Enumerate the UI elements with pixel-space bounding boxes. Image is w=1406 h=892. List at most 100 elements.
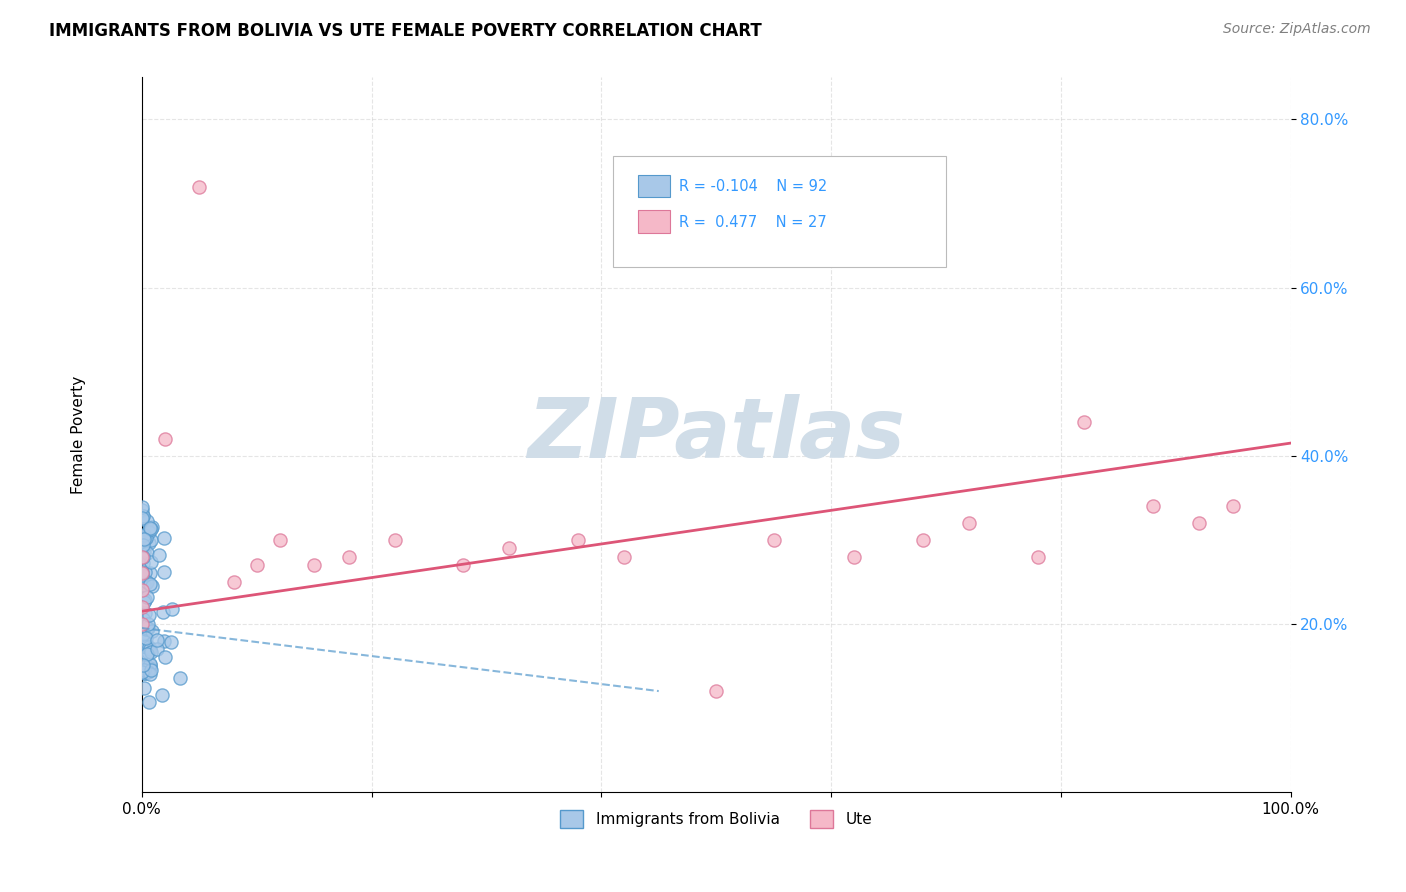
- Point: [1188, 516, 1211, 530]
- Point: [1222, 499, 1244, 513]
- Point: [1073, 415, 1095, 429]
- Point: [145, 632, 167, 647]
- Point: [146, 642, 169, 657]
- Point: [132, 664, 155, 678]
- Point: [141, 556, 163, 570]
- Point: [1026, 549, 1049, 564]
- Point: [169, 671, 191, 685]
- Legend: Immigrants from Bolivia, Ute: Immigrants from Bolivia, Ute: [554, 804, 879, 834]
- Point: [138, 525, 160, 540]
- Point: [498, 541, 520, 556]
- Point: [132, 527, 155, 541]
- Point: [141, 579, 163, 593]
- Point: [138, 523, 160, 537]
- Point: [136, 621, 159, 635]
- Point: [134, 532, 156, 546]
- Point: [138, 695, 160, 709]
- Text: Source: ZipAtlas.com: Source: ZipAtlas.com: [1223, 22, 1371, 37]
- Point: [132, 681, 155, 695]
- Point: [132, 611, 155, 625]
- Point: [139, 576, 162, 591]
- Point: [762, 533, 785, 547]
- Point: [138, 621, 160, 635]
- Point: [153, 565, 176, 579]
- Point: [132, 545, 155, 559]
- Point: [139, 661, 162, 675]
- Point: [135, 647, 157, 661]
- Point: [135, 576, 157, 591]
- Point: [135, 532, 157, 546]
- Point: [141, 520, 163, 534]
- Point: [152, 634, 174, 648]
- Point: [188, 179, 211, 194]
- Point: [842, 549, 865, 564]
- Point: [134, 593, 156, 607]
- Point: [134, 595, 156, 609]
- Point: [150, 688, 173, 702]
- Point: [136, 574, 159, 589]
- Point: [131, 590, 153, 604]
- Point: [153, 432, 176, 446]
- Point: [139, 642, 162, 657]
- Point: [567, 533, 589, 547]
- Point: [132, 550, 155, 565]
- Point: [132, 538, 155, 552]
- Point: [160, 602, 183, 616]
- Point: [132, 663, 155, 677]
- Point: [131, 566, 153, 581]
- FancyBboxPatch shape: [613, 156, 946, 267]
- Point: [222, 574, 245, 589]
- Text: IMMIGRANTS FROM BOLIVIA VS UTE FEMALE POVERTY CORRELATION CHART: IMMIGRANTS FROM BOLIVIA VS UTE FEMALE PO…: [49, 22, 762, 40]
- Point: [134, 665, 156, 680]
- Point: [159, 635, 181, 649]
- Point: [132, 639, 155, 653]
- Point: [131, 659, 153, 673]
- Point: [131, 665, 153, 680]
- Point: [704, 684, 727, 698]
- Bar: [638, 211, 671, 233]
- Point: [138, 657, 160, 671]
- Point: [134, 630, 156, 644]
- Text: R = -0.104    N = 92: R = -0.104 N = 92: [679, 179, 828, 194]
- Point: [152, 531, 174, 545]
- Point: [152, 605, 174, 619]
- Point: [132, 540, 155, 554]
- Point: [613, 549, 636, 564]
- Point: [132, 626, 155, 640]
- Point: [141, 624, 163, 638]
- Point: [131, 529, 153, 543]
- Point: [132, 634, 155, 648]
- Point: [153, 649, 176, 664]
- Point: [132, 657, 155, 672]
- Point: [132, 639, 155, 653]
- Point: [138, 665, 160, 680]
- Point: [131, 511, 153, 525]
- Point: [134, 528, 156, 542]
- Point: [139, 663, 162, 677]
- Point: [138, 640, 160, 654]
- Point: [337, 549, 360, 564]
- Point: [131, 616, 153, 631]
- Point: [131, 597, 153, 611]
- Point: [131, 571, 153, 585]
- Point: [134, 646, 156, 660]
- Point: [134, 639, 156, 653]
- Point: [134, 565, 156, 579]
- Point: [138, 520, 160, 534]
- Point: [132, 620, 155, 634]
- Point: [138, 535, 160, 549]
- Point: [131, 662, 153, 676]
- Point: [1142, 499, 1164, 513]
- Point: [136, 617, 159, 632]
- Point: [132, 509, 155, 524]
- Point: [131, 600, 153, 615]
- Point: [131, 503, 153, 517]
- Point: [138, 645, 160, 659]
- Point: [135, 546, 157, 560]
- Point: [134, 666, 156, 681]
- Point: [131, 500, 153, 515]
- Point: [911, 533, 934, 547]
- Point: [134, 607, 156, 621]
- Point: [131, 549, 153, 564]
- Point: [246, 558, 269, 572]
